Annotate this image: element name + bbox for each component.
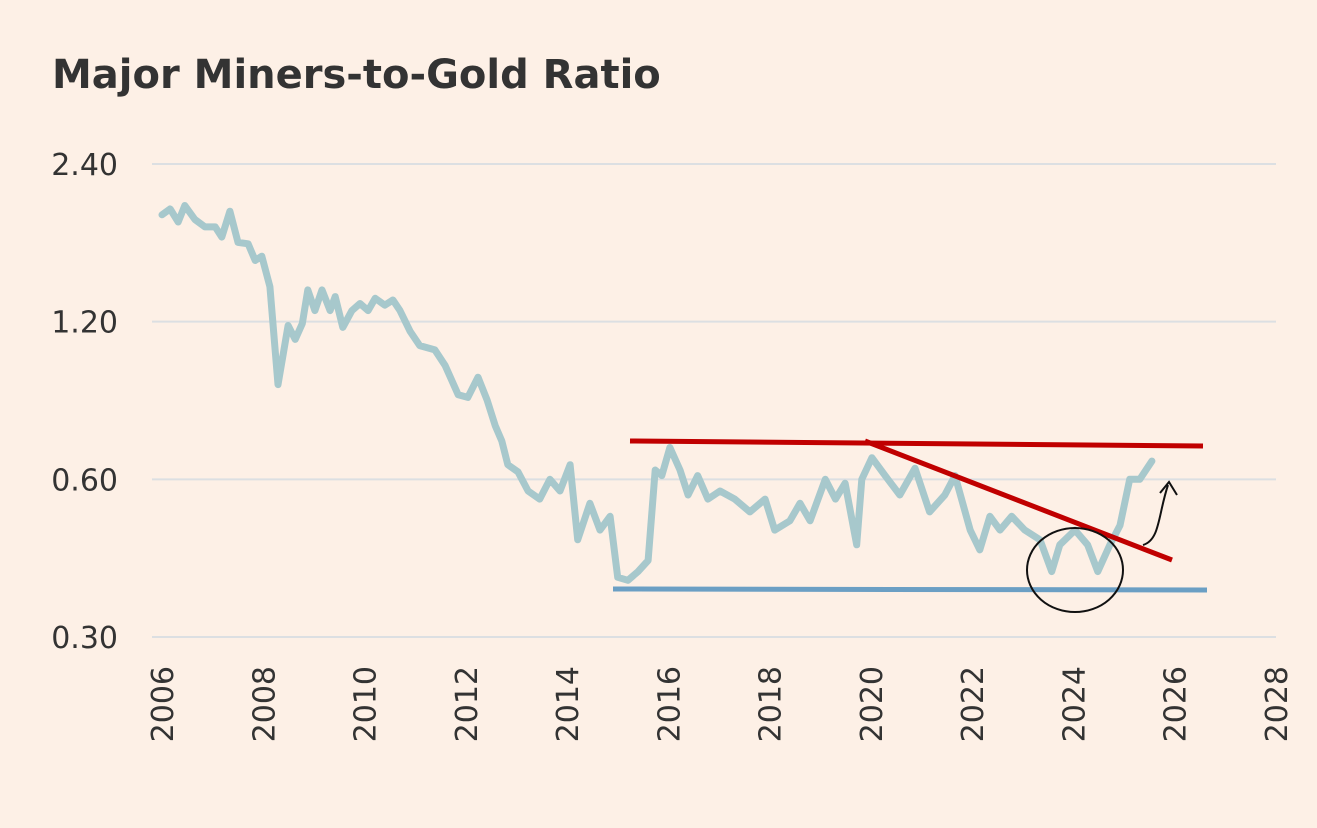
- y-tick-label: 1.20: [51, 306, 118, 341]
- x-tick-label: 2024: [1057, 666, 1092, 742]
- resistance-line: [629, 438, 1204, 449]
- arrow-head: [1159, 480, 1178, 496]
- y-tick-label: 0.30: [51, 621, 118, 656]
- data-line: [158, 202, 1156, 584]
- y-tick-label: 0.60: [51, 463, 118, 498]
- x-tick-label: 2014: [551, 666, 586, 742]
- x-tick-label: 2026: [1159, 666, 1194, 742]
- x-tick-label: 2022: [956, 666, 991, 742]
- x-tick-label: 2028: [1260, 666, 1295, 742]
- downtrend-line: [864, 438, 1173, 563]
- x-tick-label: 2012: [450, 666, 485, 742]
- chart-title: Major Miners-to-Gold Ratio: [52, 52, 661, 98]
- x-tick-label: 2008: [247, 666, 282, 742]
- annotations: [612, 438, 1208, 613]
- circle-annotation: [1026, 527, 1124, 613]
- x-tick-label: 2016: [652, 666, 687, 742]
- plot-area: 0.30 0.60 1.20 2.40 2006 2008 2010 2012 2014 2016…: [51, 148, 1295, 742]
- x-tick-label: 2020: [855, 666, 890, 742]
- x-tick-label: 2010: [349, 666, 384, 742]
- x-tick-label: 2006: [146, 666, 181, 742]
- y-tick-label: 2.40: [51, 148, 118, 183]
- x-tick-label: 2018: [754, 666, 789, 742]
- arrow-annotation: [1142, 484, 1169, 546]
- support-line: [612, 586, 1208, 593]
